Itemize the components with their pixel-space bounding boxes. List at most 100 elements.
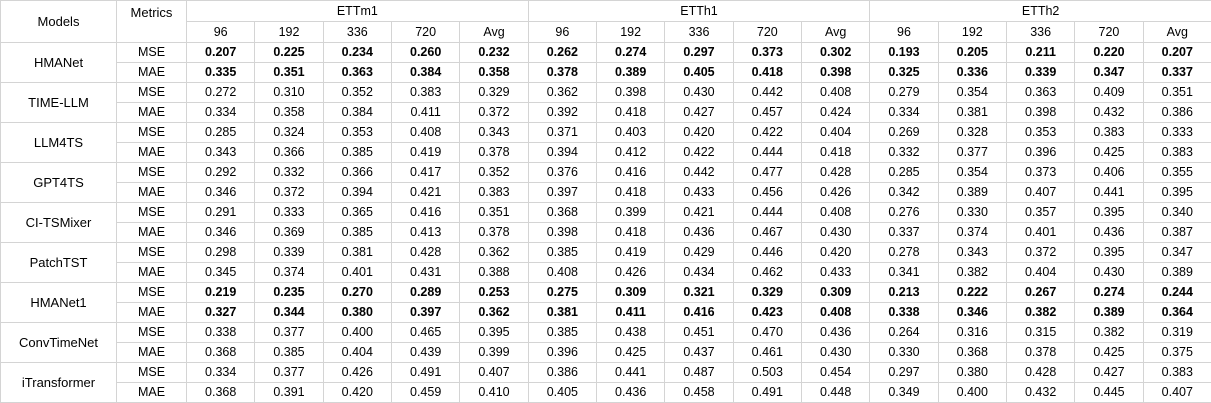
value-cell: 0.364 — [1143, 303, 1211, 323]
value-cell: 0.418 — [801, 143, 869, 163]
value-cell: 0.362 — [460, 303, 528, 323]
value-cell: 0.404 — [1006, 263, 1074, 283]
value-cell: 0.267 — [1006, 283, 1074, 303]
metric-name: MAE — [117, 223, 187, 243]
value-cell: 0.279 — [870, 83, 938, 103]
horizon-header: 192 — [255, 22, 323, 43]
value-cell: 0.426 — [801, 183, 869, 203]
value-cell: 0.244 — [1143, 283, 1211, 303]
model-name: TIME-LLM — [1, 83, 117, 123]
value-cell: 0.439 — [391, 343, 459, 363]
value-cell: 0.422 — [733, 123, 801, 143]
value-cell: 0.412 — [597, 143, 665, 163]
value-cell: 0.418 — [597, 103, 665, 123]
metric-name: MSE — [117, 243, 187, 263]
value-cell: 0.374 — [938, 223, 1006, 243]
value-cell: 0.418 — [597, 223, 665, 243]
value-cell: 0.371 — [528, 123, 596, 143]
value-cell: 0.400 — [323, 323, 391, 343]
value-cell: 0.395 — [1075, 243, 1143, 263]
value-cell: 0.332 — [255, 163, 323, 183]
value-cell: 0.395 — [1143, 183, 1211, 203]
value-cell: 0.407 — [1006, 183, 1074, 203]
value-cell: 0.368 — [187, 383, 255, 403]
value-cell: 0.396 — [1006, 143, 1074, 163]
value-cell: 0.421 — [391, 183, 459, 203]
metric-name: MAE — [117, 263, 187, 283]
value-cell: 0.430 — [801, 343, 869, 363]
value-cell: 0.430 — [665, 83, 733, 103]
value-cell: 0.351 — [255, 63, 323, 83]
value-cell: 0.491 — [733, 383, 801, 403]
value-cell: 0.427 — [1075, 363, 1143, 383]
value-cell: 0.369 — [255, 223, 323, 243]
value-cell: 0.358 — [255, 103, 323, 123]
value-cell: 0.382 — [1075, 323, 1143, 343]
value-cell: 0.285 — [187, 123, 255, 143]
value-cell: 0.420 — [801, 243, 869, 263]
value-cell: 0.272 — [187, 83, 255, 103]
value-cell: 0.349 — [870, 383, 938, 403]
metric-name: MSE — [117, 203, 187, 223]
model-name: iTransformer — [1, 363, 117, 403]
value-cell: 0.394 — [323, 183, 391, 203]
value-cell: 0.389 — [1075, 303, 1143, 323]
value-cell: 0.388 — [460, 263, 528, 283]
value-cell: 0.457 — [733, 103, 801, 123]
value-cell: 0.291 — [187, 203, 255, 223]
value-cell: 0.334 — [187, 103, 255, 123]
value-cell: 0.381 — [938, 103, 1006, 123]
value-cell: 0.381 — [528, 303, 596, 323]
value-cell: 0.260 — [391, 43, 459, 63]
model-name: HMANet — [1, 43, 117, 83]
value-cell: 0.325 — [870, 63, 938, 83]
value-cell: 0.467 — [733, 223, 801, 243]
value-cell: 0.341 — [870, 263, 938, 283]
value-cell: 0.220 — [1075, 43, 1143, 63]
value-cell: 0.377 — [255, 363, 323, 383]
value-cell: 0.330 — [938, 203, 1006, 223]
value-cell: 0.385 — [528, 323, 596, 343]
value-cell: 0.448 — [801, 383, 869, 403]
value-cell: 0.205 — [938, 43, 1006, 63]
value-cell: 0.408 — [801, 203, 869, 223]
metric-name: MSE — [117, 283, 187, 303]
horizon-header: 192 — [597, 22, 665, 43]
value-cell: 0.319 — [1143, 323, 1211, 343]
value-cell: 0.333 — [255, 203, 323, 223]
value-cell: 0.346 — [187, 223, 255, 243]
value-cell: 0.285 — [870, 163, 938, 183]
value-cell: 0.362 — [460, 243, 528, 263]
horizon-header: 96 — [870, 22, 938, 43]
value-cell: 0.487 — [665, 363, 733, 383]
value-cell: 0.372 — [255, 183, 323, 203]
value-cell: 0.438 — [597, 323, 665, 343]
value-cell: 0.269 — [870, 123, 938, 143]
value-cell: 0.297 — [870, 363, 938, 383]
value-cell: 0.338 — [187, 323, 255, 343]
metric-name: MSE — [117, 163, 187, 183]
metrics-header: Metrics — [117, 1, 187, 43]
value-cell: 0.368 — [938, 343, 1006, 363]
value-cell: 0.445 — [1075, 383, 1143, 403]
value-cell: 0.413 — [391, 223, 459, 243]
value-cell: 0.315 — [1006, 323, 1074, 343]
value-cell: 0.225 — [255, 43, 323, 63]
value-cell: 0.324 — [255, 123, 323, 143]
value-cell: 0.211 — [1006, 43, 1074, 63]
value-cell: 0.408 — [801, 303, 869, 323]
value-cell: 0.347 — [1075, 63, 1143, 83]
value-cell: 0.302 — [801, 43, 869, 63]
value-cell: 0.477 — [733, 163, 801, 183]
value-cell: 0.378 — [460, 223, 528, 243]
value-cell: 0.207 — [187, 43, 255, 63]
value-cell: 0.421 — [665, 203, 733, 223]
value-cell: 0.446 — [733, 243, 801, 263]
